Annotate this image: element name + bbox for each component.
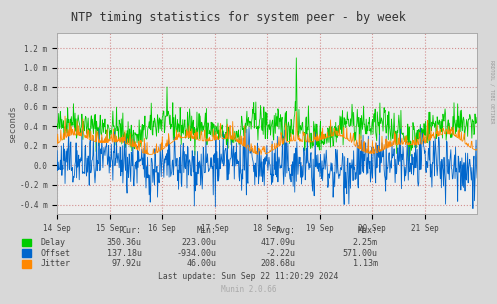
Text: 417.09u: 417.09u xyxy=(261,238,296,247)
Text: RRDTOOL / TOBI OETIKER: RRDTOOL / TOBI OETIKER xyxy=(490,60,495,123)
Y-axis label: seconds: seconds xyxy=(8,105,17,143)
Text: Jitter: Jitter xyxy=(41,259,71,268)
Text: Delay: Delay xyxy=(41,238,66,247)
Text: Last update: Sun Sep 22 11:20:29 2024: Last update: Sun Sep 22 11:20:29 2024 xyxy=(159,272,338,281)
Text: NTP timing statistics for system peer - by week: NTP timing statistics for system peer - … xyxy=(71,11,406,24)
Text: -934.00u: -934.00u xyxy=(176,249,216,258)
Text: Avg:: Avg: xyxy=(276,226,296,235)
Text: Munin 2.0.66: Munin 2.0.66 xyxy=(221,285,276,295)
Text: 97.92u: 97.92u xyxy=(112,259,142,268)
Text: 208.68u: 208.68u xyxy=(261,259,296,268)
Text: 571.00u: 571.00u xyxy=(343,249,378,258)
Text: Cur:: Cur: xyxy=(122,226,142,235)
Text: 137.18u: 137.18u xyxy=(107,249,142,258)
Text: Offset: Offset xyxy=(41,249,71,258)
Text: Max:: Max: xyxy=(358,226,378,235)
Text: 2.25m: 2.25m xyxy=(353,238,378,247)
Text: 223.00u: 223.00u xyxy=(181,238,216,247)
Text: Min:: Min: xyxy=(196,226,216,235)
Text: -2.22u: -2.22u xyxy=(266,249,296,258)
Text: 350.36u: 350.36u xyxy=(107,238,142,247)
Text: 1.13m: 1.13m xyxy=(353,259,378,268)
Text: 46.00u: 46.00u xyxy=(186,259,216,268)
